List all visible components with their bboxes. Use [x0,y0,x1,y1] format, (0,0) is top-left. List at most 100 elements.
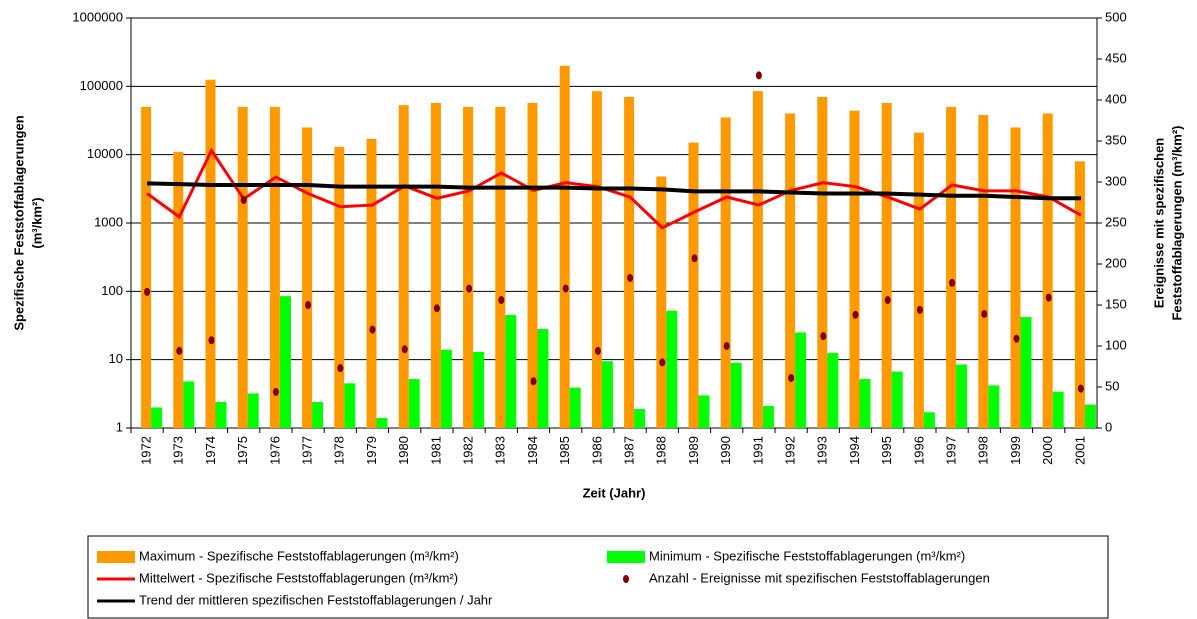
marker [401,345,408,354]
bar [366,138,377,429]
legend-swatch [97,551,135,563]
x-tick-label: 1999 [1008,436,1023,465]
marker [305,301,312,309]
y2-tick-label: 200 [1105,255,1127,270]
marker [240,196,247,205]
x-tick-label: 1979 [364,436,379,465]
bar [334,146,345,428]
bar [141,106,152,428]
marker [594,346,601,355]
marker [949,278,956,287]
bar [688,142,699,428]
x-tick-label: 1975 [235,436,250,465]
marker [208,336,215,345]
bar [1084,404,1096,428]
bar [666,310,678,428]
x-tick-label: 1973 [171,436,186,465]
x-tick-label: 1998 [976,436,991,465]
y2-tick-label: 500 [1105,9,1127,24]
x-tick-label: 1988 [654,436,669,465]
bar [923,412,935,428]
bar [398,105,409,428]
legend-label: Mittelwert - Spezifische Feststoffablage… [139,570,458,585]
bar [1020,317,1032,428]
marker [433,304,440,313]
x-tick-label: 1991 [750,436,765,465]
bar [720,117,731,429]
x-tick-label: 1980 [396,436,411,465]
bar [1052,391,1064,428]
x-tick-label: 1986 [589,436,604,465]
bar [505,315,517,428]
bar [430,103,441,428]
marker [788,373,795,382]
bar [237,106,248,428]
bar [795,332,807,428]
bar [1074,161,1085,428]
x-tick-label: 1981 [428,436,443,465]
marker [144,287,151,296]
legend-label: Anzahl - Ereignisse mit spezifischen Fes… [649,570,990,585]
bar [881,103,892,428]
marker [916,305,923,314]
x-tick-label: 1984 [525,436,540,465]
bar [1042,113,1053,428]
y2-tick-label: 250 [1105,214,1127,229]
bar [817,96,828,428]
y2-tick-label: 450 [1105,50,1127,65]
x-tick-label: 2001 [1072,436,1087,465]
marker [659,358,666,367]
bar [891,371,903,428]
bar [376,418,388,428]
y-axis-title: Spezifische Feststoffablagerungen [11,115,26,330]
bar [569,387,581,428]
x-axis-title: Zeit (Jahr) [583,485,646,500]
y-tick-label: 1 [116,419,123,434]
x-tick-label: 1995 [879,436,894,465]
x-tick-label: 1974 [203,436,218,465]
x-tick-label: 1996 [911,436,926,465]
bar [752,91,763,428]
x-tick-label: 1977 [300,436,315,465]
bar [408,379,420,428]
marker [337,364,344,373]
y-tick-label: 1000000 [72,9,123,24]
legend-label: Maximum - Spezifische Feststoffablagerun… [139,548,459,563]
bar [730,362,742,428]
x-tick-label: 1990 [718,436,733,465]
y-tick-label: 1000 [94,214,123,229]
bar [344,383,356,428]
bar [302,127,313,429]
marker [852,310,859,319]
y2-axis-title: Feststoffablagerungen (m³/km²) [1169,125,1184,320]
bar [1010,127,1021,429]
bar [762,405,774,428]
bar [473,351,485,428]
y-tick-label: 100 [101,283,123,298]
y-axis-title: (m³/km²) [29,197,44,248]
marker [627,273,634,282]
legend-swatch [607,551,645,563]
y2-tick-label: 50 [1105,378,1119,393]
x-tick-label: 2000 [1040,436,1055,465]
bar [559,65,570,429]
x-tick-label: 1997 [944,436,959,465]
bar [827,353,839,428]
y-tick-label: 10000 [87,146,123,161]
bar [527,103,538,428]
bar [215,402,227,428]
x-tick-label: 1985 [557,436,572,465]
x-tick-label: 1972 [139,436,154,465]
bar [698,395,710,428]
bar [312,402,324,428]
legend-label: Minimum - Spezifische Feststoffablagerun… [649,548,965,563]
bar [988,385,1000,428]
y2-tick-label: 0 [1105,419,1112,434]
marker [820,332,827,341]
marker [530,377,537,386]
marker [691,254,698,263]
marker [1077,384,1084,393]
y2-tick-label: 100 [1105,337,1127,352]
legend-swatch [623,575,629,583]
legend-box [87,535,1109,619]
